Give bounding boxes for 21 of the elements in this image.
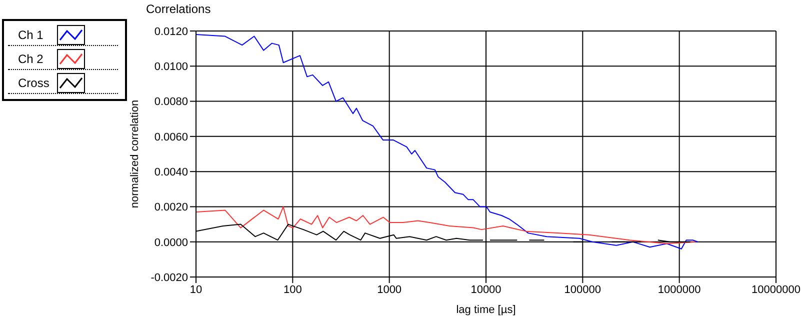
y-tick-label: 0.0080 <box>154 96 188 108</box>
y-tick-label: 0.0120 <box>154 26 188 38</box>
y-tick-label: 0.0000 <box>154 236 188 249</box>
x-tick-label: 1000 <box>377 284 402 296</box>
y-tick-label: 0.0060 <box>154 131 188 144</box>
chart-title: Correlations <box>146 2 211 16</box>
x-tick-label: 1000000 <box>658 284 701 296</box>
y-tick-label: 0.0100 <box>154 61 188 74</box>
y-axis-title: normalized correlation <box>128 100 141 208</box>
legend-label: Ch 1 <box>18 26 44 44</box>
legend-label: Cross <box>18 74 50 92</box>
y-tick-label: 0.0040 <box>154 166 188 178</box>
x-axis-title: lag time [µs] <box>456 304 516 316</box>
y-tick-label: 0.0020 <box>154 202 188 214</box>
x-tick-label: 100 <box>283 284 302 296</box>
x-tick-label: 10000 <box>470 284 502 296</box>
x-tick-label: 100000 <box>564 284 602 296</box>
x-tick-label: 10 <box>190 284 202 296</box>
legend-label: Ch 2 <box>18 50 44 68</box>
y-tick-label: -0.0020 <box>150 272 188 284</box>
x-tick-label: 10000000 <box>752 284 800 296</box>
